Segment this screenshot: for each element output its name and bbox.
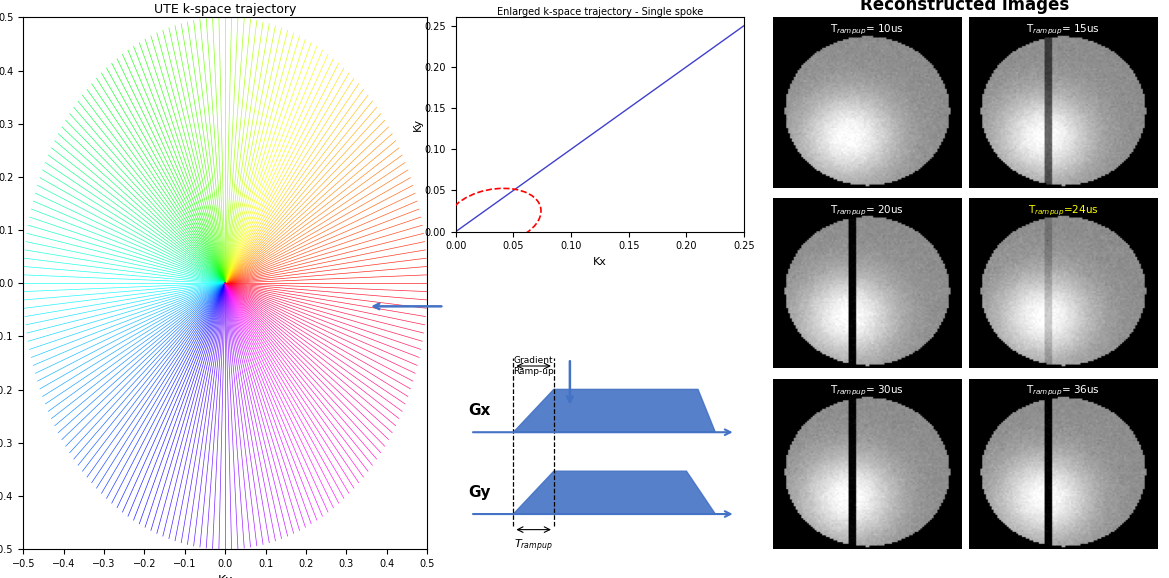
Text: Gradient
Ramp-up: Gradient Ramp-up xyxy=(513,356,554,376)
Text: T$_{rampup}$= 10us: T$_{rampup}$= 10us xyxy=(830,23,904,37)
Text: T$_{rampup}$= 36us: T$_{rampup}$= 36us xyxy=(1026,384,1100,398)
Text: T$_{rampup}$=24us: T$_{rampup}$=24us xyxy=(1028,203,1099,217)
Text: T$_{rampup}$= 15us: T$_{rampup}$= 15us xyxy=(1026,23,1100,37)
X-axis label: Kx: Kx xyxy=(217,575,233,578)
Text: Gx: Gx xyxy=(468,403,490,418)
Text: Gy: Gy xyxy=(468,485,490,500)
Polygon shape xyxy=(513,390,715,432)
Text: T$_{rampup}$= 20us: T$_{rampup}$= 20us xyxy=(830,203,904,217)
Title: Enlarged k-space trajectory - Single spoke: Enlarged k-space trajectory - Single spo… xyxy=(497,6,703,17)
Text: T$_{rampup}$= 30us: T$_{rampup}$= 30us xyxy=(830,384,904,398)
Text: $T_{rampup}$: $T_{rampup}$ xyxy=(514,538,553,554)
Polygon shape xyxy=(513,471,715,514)
Title: UTE k-space trajectory: UTE k-space trajectory xyxy=(154,3,297,16)
Title: Reconstructed images: Reconstructed images xyxy=(860,0,1070,14)
Y-axis label: Ky: Ky xyxy=(413,118,423,131)
X-axis label: Kx: Kx xyxy=(593,257,607,267)
